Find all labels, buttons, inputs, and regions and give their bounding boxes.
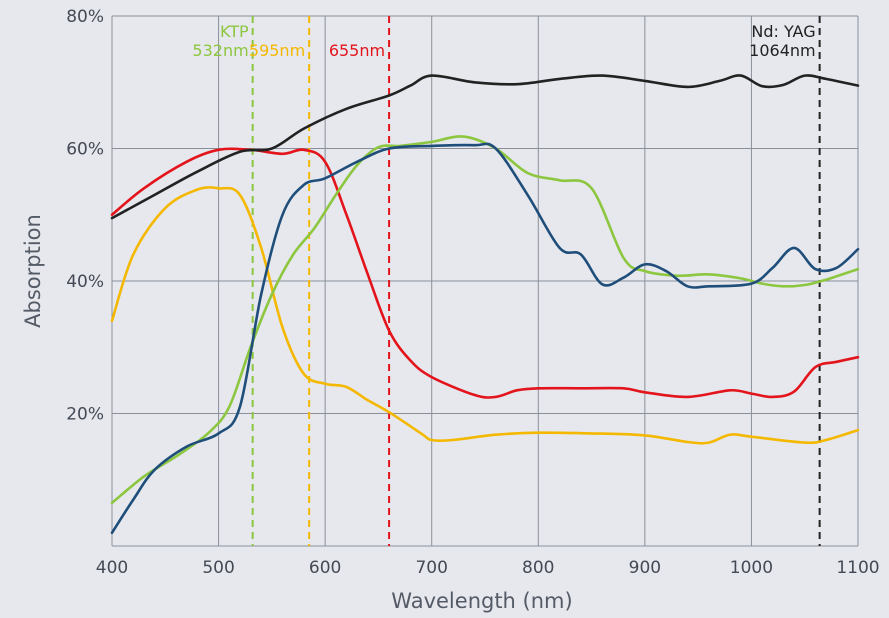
y-tick-label: 20% [66,405,104,425]
y-tick-label: 80% [66,7,104,27]
series-lines [110,74,860,535]
x-tick-label: 900 [629,558,661,578]
series-line [110,186,860,445]
marker-label: KTP [220,22,249,41]
y-tick-label: 60% [66,140,104,160]
x-tick-label: 1100 [836,558,879,578]
x-tick-label: 400 [96,558,128,578]
y-tick-label: 40% [66,272,104,292]
marker-label: 1064nm [749,41,815,60]
x-tick-label: 800 [522,558,554,578]
y-axis-title: Absorption [21,214,45,328]
marker-label: 655nm [329,41,385,60]
x-axis-title: Wavelength (nm) [391,589,572,613]
y-tick-labels: 20% 40% 60% 80% [66,7,104,425]
marker-label: 595nm [249,41,305,60]
series-line [110,142,860,535]
x-tick-label: 700 [415,558,447,578]
x-tick-label: 1000 [730,558,773,578]
series-line [110,74,860,220]
x-tick-label: 600 [309,558,341,578]
series-line [110,135,860,505]
series-line [110,147,860,399]
x-tick-label: 500 [202,558,234,578]
x-tick-labels: 400 500 600 700 800 900 1000 1100 [96,558,880,578]
marker-label: Nd: YAG [751,22,815,41]
marker-label: 532nm [192,41,248,60]
